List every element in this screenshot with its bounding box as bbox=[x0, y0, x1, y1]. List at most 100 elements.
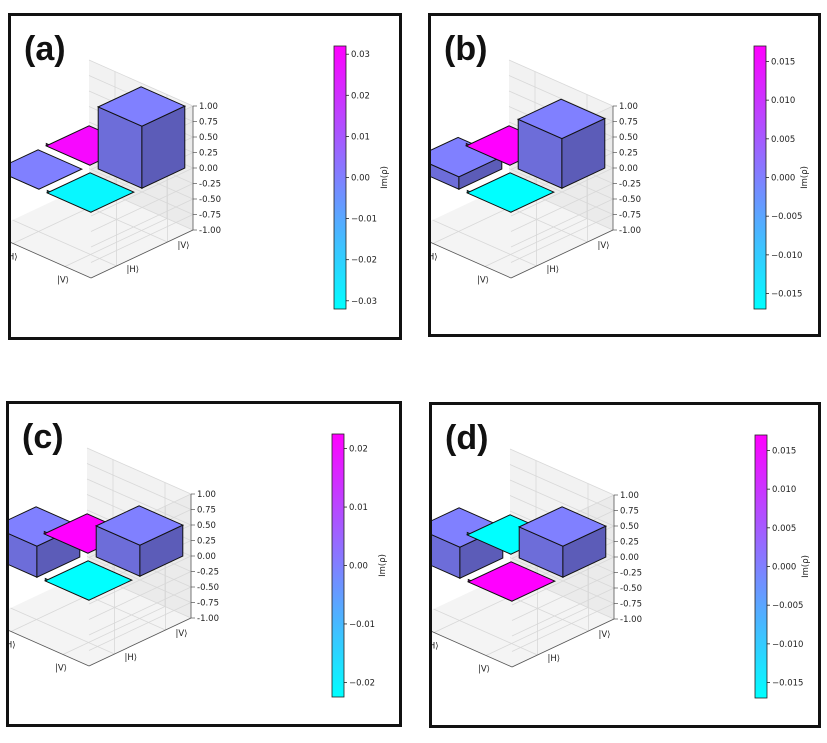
z-tick-label: -0.25 bbox=[199, 180, 221, 190]
x-basis-label: |H⟩ bbox=[11, 253, 18, 263]
z-tick-label: -0.75 bbox=[197, 599, 219, 609]
z-tick-label: -1.00 bbox=[620, 615, 642, 625]
bar bbox=[516, 98, 607, 189]
z-tick-label: -0.50 bbox=[197, 583, 219, 593]
z-tick-label: 0.50 bbox=[199, 133, 218, 143]
x-axis-line bbox=[431, 242, 512, 279]
panel-label: (d) bbox=[445, 419, 489, 457]
z-tick-label: -0.75 bbox=[619, 211, 641, 221]
bar-top-face bbox=[466, 561, 557, 602]
colorbar-tick-label: −0.01 bbox=[349, 620, 375, 630]
colorbar-tick-label: 0.01 bbox=[349, 503, 368, 513]
bar-top-face bbox=[45, 172, 136, 213]
colorbar-tick-label: 0.00 bbox=[349, 562, 368, 572]
z-tick-label: 1.00 bbox=[620, 491, 639, 501]
y-basis-label: |H⟩ bbox=[548, 654, 561, 664]
z-tick-label: 0.25 bbox=[620, 538, 639, 548]
y-axis-line bbox=[511, 618, 615, 668]
colorbar-tick-label: 0.00 bbox=[351, 174, 370, 184]
panel-label: (c) bbox=[22, 418, 64, 456]
panel-label: (b) bbox=[444, 30, 488, 68]
bar bbox=[11, 149, 84, 190]
y-basis-label: |H⟩ bbox=[127, 265, 140, 275]
bar bbox=[431, 136, 504, 190]
panel-d: (d) 1.00 0.75 0.50 0.25 0.00 -0.25 -0.50 -0.75 -… bbox=[429, 402, 821, 728]
z-tick-label: 0.50 bbox=[197, 521, 216, 531]
colorbar-tick-label: 0.02 bbox=[351, 91, 370, 101]
bar-top-face bbox=[432, 507, 505, 548]
bar-top-face bbox=[94, 505, 185, 546]
z-tick-label: 0.00 bbox=[197, 552, 216, 562]
y-axis-line bbox=[90, 229, 194, 279]
colorbar-tick-label: −0.010 bbox=[771, 251, 802, 261]
floor-pane bbox=[432, 573, 614, 667]
colorbar-tick-label: 0.010 bbox=[771, 96, 795, 106]
y-basis-label: |V⟩ bbox=[176, 629, 188, 639]
bar bbox=[465, 172, 556, 213]
z-tick-label: -0.75 bbox=[199, 211, 221, 221]
z-tick-label: 1.00 bbox=[619, 102, 638, 112]
z-tick-label: 0.25 bbox=[199, 149, 218, 159]
z-tick-label: -0.25 bbox=[619, 180, 641, 190]
colorbar-tick-label: 0.015 bbox=[771, 57, 795, 67]
colorbar-tick-label: 0.010 bbox=[772, 485, 796, 495]
z-tick-label: 0.25 bbox=[197, 537, 216, 547]
bar-top-face bbox=[516, 98, 607, 140]
bar bbox=[94, 505, 185, 577]
colorbar-tick-label: 0.005 bbox=[772, 524, 796, 534]
bar-top-face bbox=[43, 560, 134, 601]
x-axis-line bbox=[432, 631, 513, 668]
z-tick-label: 1.00 bbox=[197, 490, 216, 500]
panel-label: (a) bbox=[24, 30, 66, 68]
colorbar-tick-label: −0.005 bbox=[771, 212, 802, 222]
colorbar-tick-label: 0.005 bbox=[771, 135, 795, 145]
x-axis-line bbox=[11, 242, 92, 279]
x-basis-label: |V⟩ bbox=[57, 276, 69, 286]
z-tick-label: -0.75 bbox=[620, 600, 642, 610]
z-tick-label: -0.50 bbox=[619, 195, 641, 205]
z-tick-label: 0.00 bbox=[199, 164, 218, 174]
z-tick-label: -0.50 bbox=[199, 195, 221, 205]
colorbar-label: Im(ρ) bbox=[801, 555, 811, 578]
z-tick-label: 0.75 bbox=[619, 118, 638, 128]
colorbar-tick-label: 0.03 bbox=[351, 50, 370, 60]
y-basis-label: |V⟩ bbox=[599, 630, 611, 640]
colorbar-tick-label: 0.000 bbox=[772, 563, 796, 573]
colorbar-tick-label: −0.02 bbox=[351, 256, 377, 266]
y-axis-line bbox=[510, 229, 614, 279]
colorbar bbox=[331, 433, 345, 698]
panel-c: (c) 1.00 0.75 0.50 0.25 0.00 -0.25 -0.50 -0.75 -… bbox=[6, 401, 402, 727]
bar-top-face bbox=[465, 172, 556, 213]
z-tick-label: -1.00 bbox=[199, 226, 221, 236]
bar bbox=[517, 506, 608, 578]
colorbar bbox=[754, 434, 768, 699]
z-tick-label: 0.00 bbox=[619, 164, 638, 174]
colorbar-tick-label: 0.01 bbox=[351, 132, 370, 142]
x-basis-label: |H⟩ bbox=[431, 253, 438, 263]
z-tick-label: 0.25 bbox=[619, 149, 638, 159]
bar-top-face bbox=[517, 506, 608, 547]
colorbar-tick-label: 0.015 bbox=[772, 446, 796, 456]
colorbar bbox=[753, 45, 767, 310]
colorbar-tick-label: −0.03 bbox=[351, 297, 377, 307]
floor-pane bbox=[431, 184, 613, 278]
bar-top-face bbox=[96, 86, 187, 127]
z-tick-label: -0.25 bbox=[620, 569, 642, 579]
bar bbox=[45, 172, 136, 213]
colorbar-tick-label: 0.02 bbox=[349, 445, 368, 455]
z-tick-label: 0.75 bbox=[199, 118, 218, 128]
bar bbox=[43, 560, 134, 601]
z-tick-label: 0.50 bbox=[619, 133, 638, 143]
bar-top-face bbox=[11, 149, 84, 190]
colorbar-label: Im(ρ) bbox=[800, 166, 810, 189]
z-tick-label: 1.00 bbox=[199, 102, 218, 112]
bar3d-chart: 1.00 0.75 0.50 0.25 0.00 -0.25 -0.50 -0.75 -1.00… bbox=[11, 45, 390, 310]
floor-pane bbox=[9, 572, 191, 666]
bar3d-chart: 1.00 0.75 0.50 0.25 0.00 -0.25 -0.50 -0.75 -1.00… bbox=[432, 434, 811, 699]
x-basis-label: |H⟩ bbox=[9, 641, 16, 651]
x-basis-label: |V⟩ bbox=[55, 664, 67, 674]
z-tick-label: 0.75 bbox=[197, 506, 216, 516]
colorbar-tick-label: −0.015 bbox=[772, 679, 803, 689]
colorbar-tick-label: −0.01 bbox=[351, 215, 377, 225]
y-basis-label: |V⟩ bbox=[178, 241, 190, 251]
